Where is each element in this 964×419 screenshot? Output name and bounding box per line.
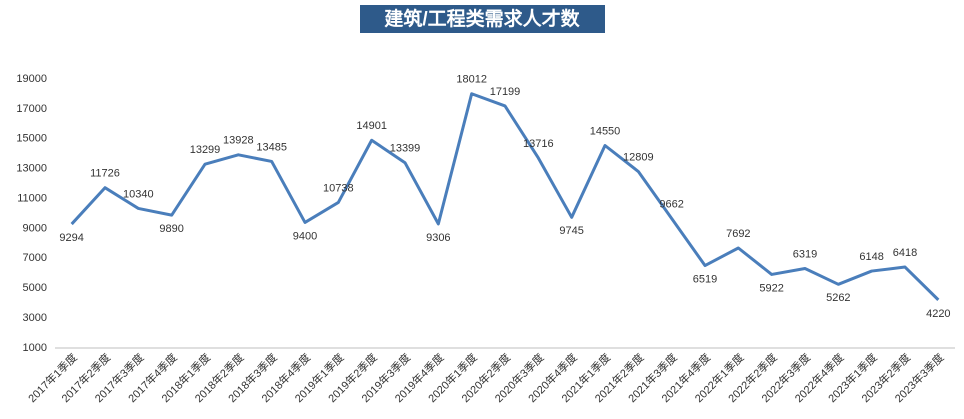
data-label: 13399 bbox=[390, 143, 421, 155]
data-label: 9294 bbox=[59, 232, 83, 244]
data-label: 10738 bbox=[323, 182, 354, 194]
data-label: 5922 bbox=[759, 282, 783, 294]
title-background bbox=[360, 5, 605, 33]
data-label: 18012 bbox=[456, 74, 487, 86]
data-label: 14550 bbox=[590, 125, 621, 137]
data-label: 9745 bbox=[559, 225, 583, 237]
data-label: 13716 bbox=[523, 138, 554, 150]
y-tick-label: 9000 bbox=[23, 222, 47, 234]
y-tick-label: 7000 bbox=[23, 252, 47, 264]
data-label: 4220 bbox=[926, 308, 950, 320]
y-tick-label: 17000 bbox=[16, 103, 47, 115]
data-label: 6148 bbox=[859, 251, 883, 263]
data-label: 5262 bbox=[826, 292, 850, 304]
data-label: 9306 bbox=[426, 232, 450, 244]
data-label: 17199 bbox=[490, 86, 521, 98]
y-tick-label: 11000 bbox=[17, 192, 47, 204]
y-tick-label: 15000 bbox=[16, 133, 47, 145]
data-label: 7692 bbox=[726, 228, 750, 240]
data-label: 12809 bbox=[623, 151, 654, 163]
data-label: 10340 bbox=[123, 188, 154, 200]
y-tick-label: 3000 bbox=[23, 312, 47, 324]
y-tick-label: 13000 bbox=[16, 163, 47, 175]
data-label: 6418 bbox=[893, 247, 917, 259]
data-label: 13485 bbox=[256, 141, 287, 153]
y-tick-label: 19000 bbox=[16, 73, 47, 85]
data-line bbox=[70, 92, 940, 301]
data-label: 14901 bbox=[356, 120, 387, 132]
data-label: 9662 bbox=[659, 198, 683, 210]
data-label: 13928 bbox=[223, 135, 254, 147]
chart-title: 建筑/工程类需求人才数 bbox=[384, 7, 580, 30]
data-label: 9890 bbox=[159, 223, 183, 235]
data-label: 6519 bbox=[693, 273, 717, 285]
data-label: 13299 bbox=[190, 144, 221, 156]
data-label: 6319 bbox=[793, 248, 817, 260]
y-tick-label: 5000 bbox=[23, 282, 47, 294]
data-label: 9400 bbox=[293, 230, 317, 242]
data-label: 11726 bbox=[90, 168, 120, 180]
y-tick-label: 1000 bbox=[23, 342, 47, 354]
